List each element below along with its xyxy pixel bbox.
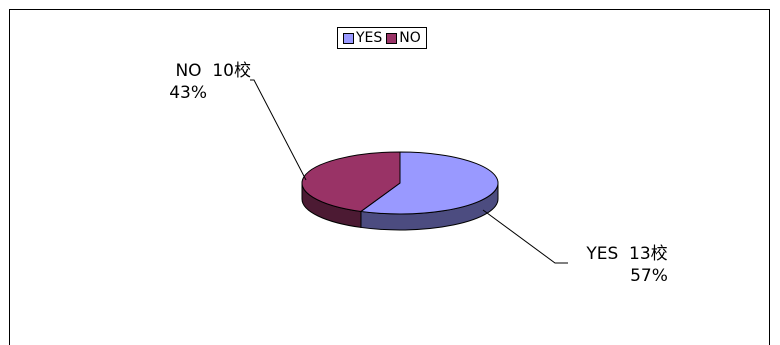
legend-label-yes: YES xyxy=(356,30,383,46)
legend-swatch-yes xyxy=(343,32,354,44)
data-label-yes-percent: 57% xyxy=(630,266,668,286)
legend-item-no: NO xyxy=(386,30,421,46)
leader-line-no xyxy=(250,79,307,181)
leader-lines xyxy=(250,79,568,264)
data-label-yes-value: 13校 xyxy=(629,244,668,264)
legend: YES NO xyxy=(337,27,427,49)
data-label-no: NO 10校 43% xyxy=(137,60,251,104)
data-label-no-name: NO xyxy=(175,61,202,81)
data-label-no-percent: 43% xyxy=(169,83,207,103)
pie-slice-yes xyxy=(359,151,499,215)
pie-tops xyxy=(301,151,499,215)
pie-chart xyxy=(250,79,568,264)
data-label-yes-name: YES xyxy=(586,244,619,264)
leader-line-yes xyxy=(482,209,568,264)
chart-area xyxy=(9,9,770,345)
legend-item-yes: YES xyxy=(343,30,382,46)
data-label-no-value: 10校 xyxy=(212,61,251,81)
legend-swatch-no xyxy=(386,32,398,44)
data-label-yes: YES 13校 57% xyxy=(568,243,686,287)
legend-label-no: NO xyxy=(399,30,421,46)
